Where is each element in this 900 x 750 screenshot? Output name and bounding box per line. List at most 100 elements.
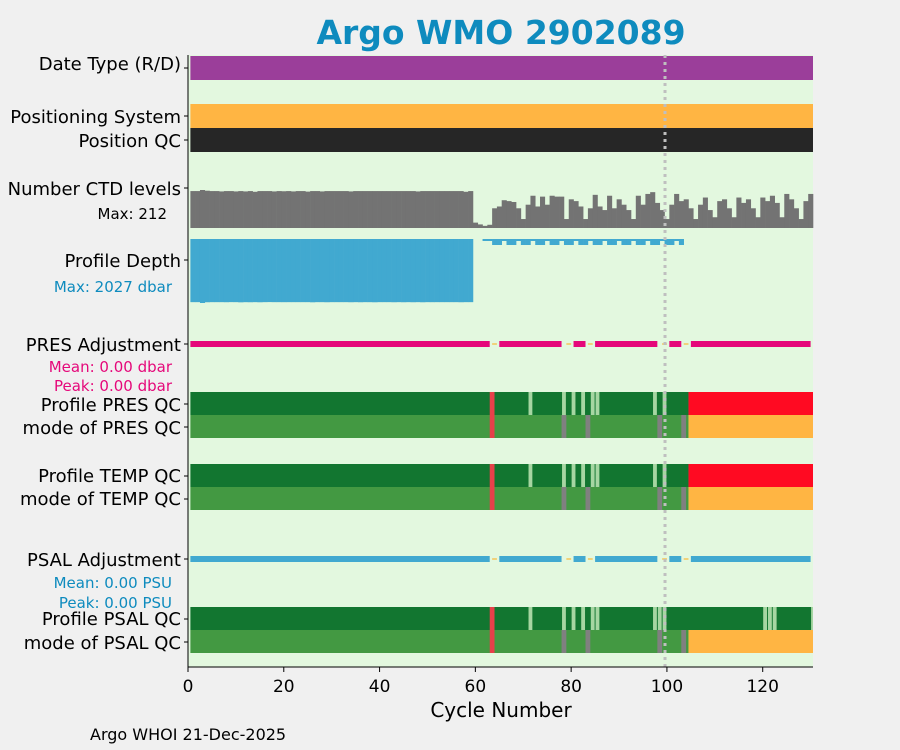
ctd-level-bar [492, 208, 498, 228]
ctd-level-bar [453, 191, 459, 228]
psal-qc-band-gap [811, 607, 813, 630]
ctd-level-bar [769, 195, 775, 228]
profile-depth-bar [496, 239, 502, 245]
profile-depth-bar [592, 239, 598, 245]
ctd-level-bar [286, 191, 292, 228]
ctd-level-bar [669, 204, 675, 228]
profile-depth-bar [338, 239, 344, 303]
ctd-level-bar [645, 193, 651, 228]
label-ctd-max: Max: 212 [98, 205, 167, 223]
profile-depth-bar [463, 239, 469, 303]
x-tick-label: 100 [651, 677, 683, 697]
ctd-level-bar [449, 191, 455, 228]
ctd-level-bar [664, 219, 670, 228]
ctd-level-bar [386, 191, 392, 228]
ctd-level-bar [549, 195, 555, 228]
ctd-level-bar [391, 191, 397, 228]
ctd-level-bar [674, 193, 680, 228]
pres-adjustment-line [595, 341, 658, 347]
profile-depth-bar [219, 239, 225, 303]
profile-depth-bar [334, 239, 340, 303]
profile-depth-bar [319, 239, 325, 303]
ctd-level-bar [602, 210, 608, 228]
pres-adjustment-line [499, 341, 562, 347]
profile-depth-bar [420, 239, 426, 303]
profile-depth-bar [343, 239, 349, 303]
profile-depth-bar [228, 239, 234, 303]
temp-qc-band-gap [571, 464, 576, 487]
ctd-level-bar [367, 191, 373, 228]
ctd-level-bar [358, 191, 364, 228]
ctd-level-bar [243, 191, 249, 228]
pres-adjustment-line-gap [587, 343, 593, 345]
ctd-level-bar [496, 206, 502, 228]
label-psal-adjustment: PSAL Adjustment [27, 550, 181, 571]
profile-depth-bar [587, 239, 593, 241]
pres-adjustment-line [573, 341, 586, 347]
psal-qc-band-gap [772, 607, 777, 630]
temp-qc-band-gap [528, 464, 533, 487]
psal-mode-band-bad [688, 630, 813, 653]
ctd-level-bar [319, 191, 325, 228]
profile-depth-bar [429, 239, 435, 303]
ctd-level-bar [540, 196, 546, 228]
ctd-level-bar [343, 191, 349, 228]
pres-adjustment-line [690, 341, 811, 347]
ctd-level-bar [257, 191, 263, 228]
profile-depth-bar [530, 239, 536, 241]
ctd-level-bar [755, 217, 761, 228]
profile-depth-bar [391, 239, 397, 303]
ctd-level-bar [252, 191, 258, 228]
ctd-level-bar [329, 191, 335, 228]
psal-qc-band-gap [653, 607, 657, 630]
pres-qc-band [190, 392, 689, 415]
ctd-level-bar [597, 206, 603, 228]
temp-mode-band-gray [681, 487, 687, 510]
ctd-level-bar [774, 202, 780, 228]
pres-mode-band [190, 415, 689, 438]
profile-depth-bar [678, 239, 684, 245]
profile-depth-bar [449, 239, 455, 303]
ctd-level-bar [271, 191, 277, 228]
ctd-level-bar [784, 193, 790, 228]
profile-depth-bar [195, 239, 201, 303]
ctd-level-bar [468, 191, 474, 228]
ctd-level-bar [693, 219, 699, 228]
profile-depth-bar [396, 239, 402, 303]
pres-mode-band-bad [688, 415, 813, 438]
ctd-level-bar [223, 191, 230, 228]
psal-mode-band-gray [681, 630, 687, 653]
profile-depth-bar [616, 239, 622, 241]
profile-depth-bar [410, 239, 416, 303]
psal-qc-band-gap [595, 607, 600, 630]
profile-depth-bar [324, 239, 330, 303]
profile-depth-bar [492, 239, 498, 245]
temp-qc-band-gap [653, 464, 657, 487]
ctd-level-bar [712, 217, 718, 228]
pres-qc-band-gap [562, 392, 566, 415]
temp-mode-band-gray [657, 487, 663, 510]
ctd-level-bar [544, 204, 550, 228]
ctd-level-bar [793, 208, 799, 228]
psal-adjustment-line [190, 556, 490, 562]
ctd-level-bar [233, 191, 239, 228]
profile-depth-bar [362, 239, 368, 303]
ctd-level-bar [616, 199, 622, 228]
ctd-level-bar [472, 222, 479, 228]
profile-depth-bar [238, 239, 244, 303]
pres-mode-band-gray [657, 415, 663, 438]
ctd-level-bar [683, 199, 689, 228]
profile-depth-bar [549, 239, 555, 245]
ctd-level-bar [415, 191, 421, 228]
label-pres-peak: Peak: 0.00 dbar [54, 377, 173, 395]
temp-mode-band-bad [688, 487, 813, 510]
profile-depth-bar [252, 239, 258, 303]
ctd-level-bar [635, 195, 641, 228]
ctd-level-bar [607, 195, 613, 228]
profile-depth-bar [482, 239, 488, 241]
psal-mode-band [190, 630, 689, 653]
pres-qc-band-flag [489, 392, 495, 415]
ctd-level-bar [717, 201, 723, 228]
pres-qc-band-gap [653, 392, 657, 415]
psal-mode-band-gray [585, 630, 591, 653]
